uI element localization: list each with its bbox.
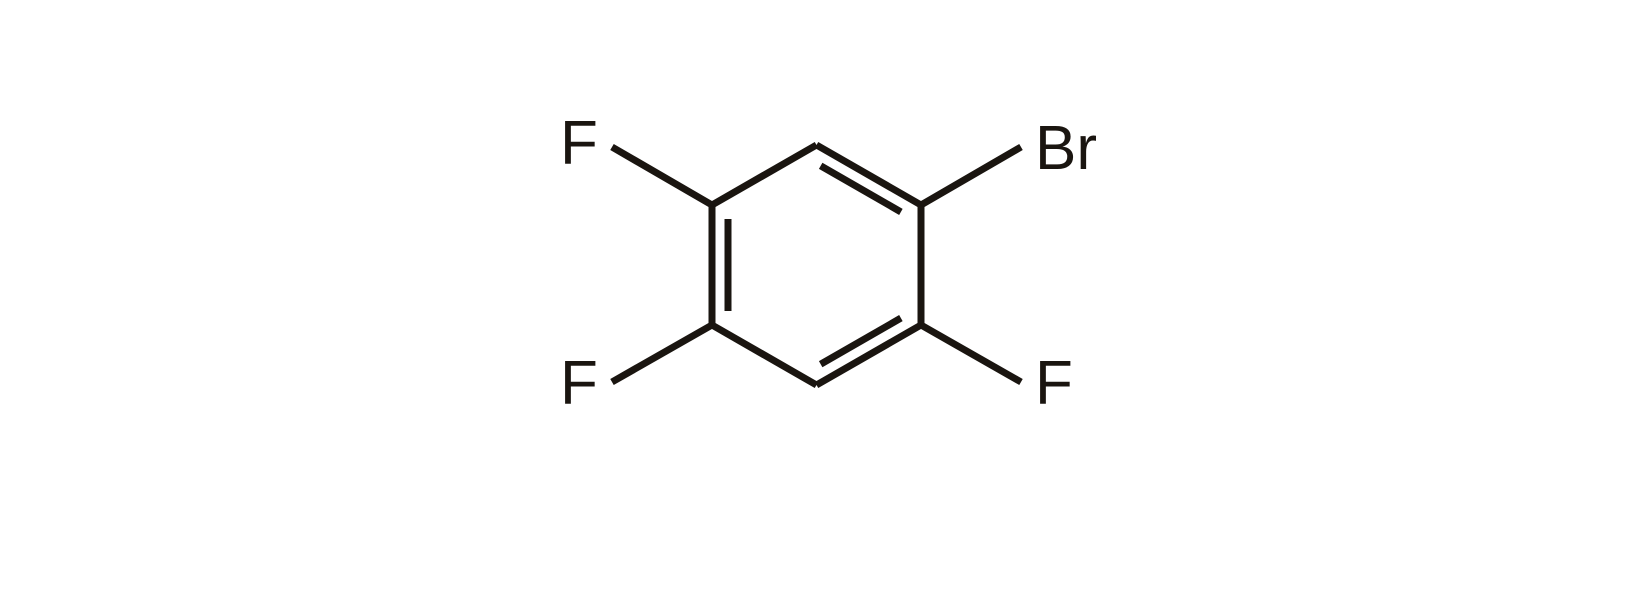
atom-label-br: Br: [1035, 118, 1097, 180]
atom-label-f-bottomleft: F: [560, 353, 598, 415]
atom-label-f-bottomright: F: [1035, 353, 1073, 415]
molecule-canvas: F F F Br: [0, 0, 1633, 605]
molecule-svg: [0, 0, 1633, 605]
atom-label-f-topleft: F: [560, 113, 598, 175]
